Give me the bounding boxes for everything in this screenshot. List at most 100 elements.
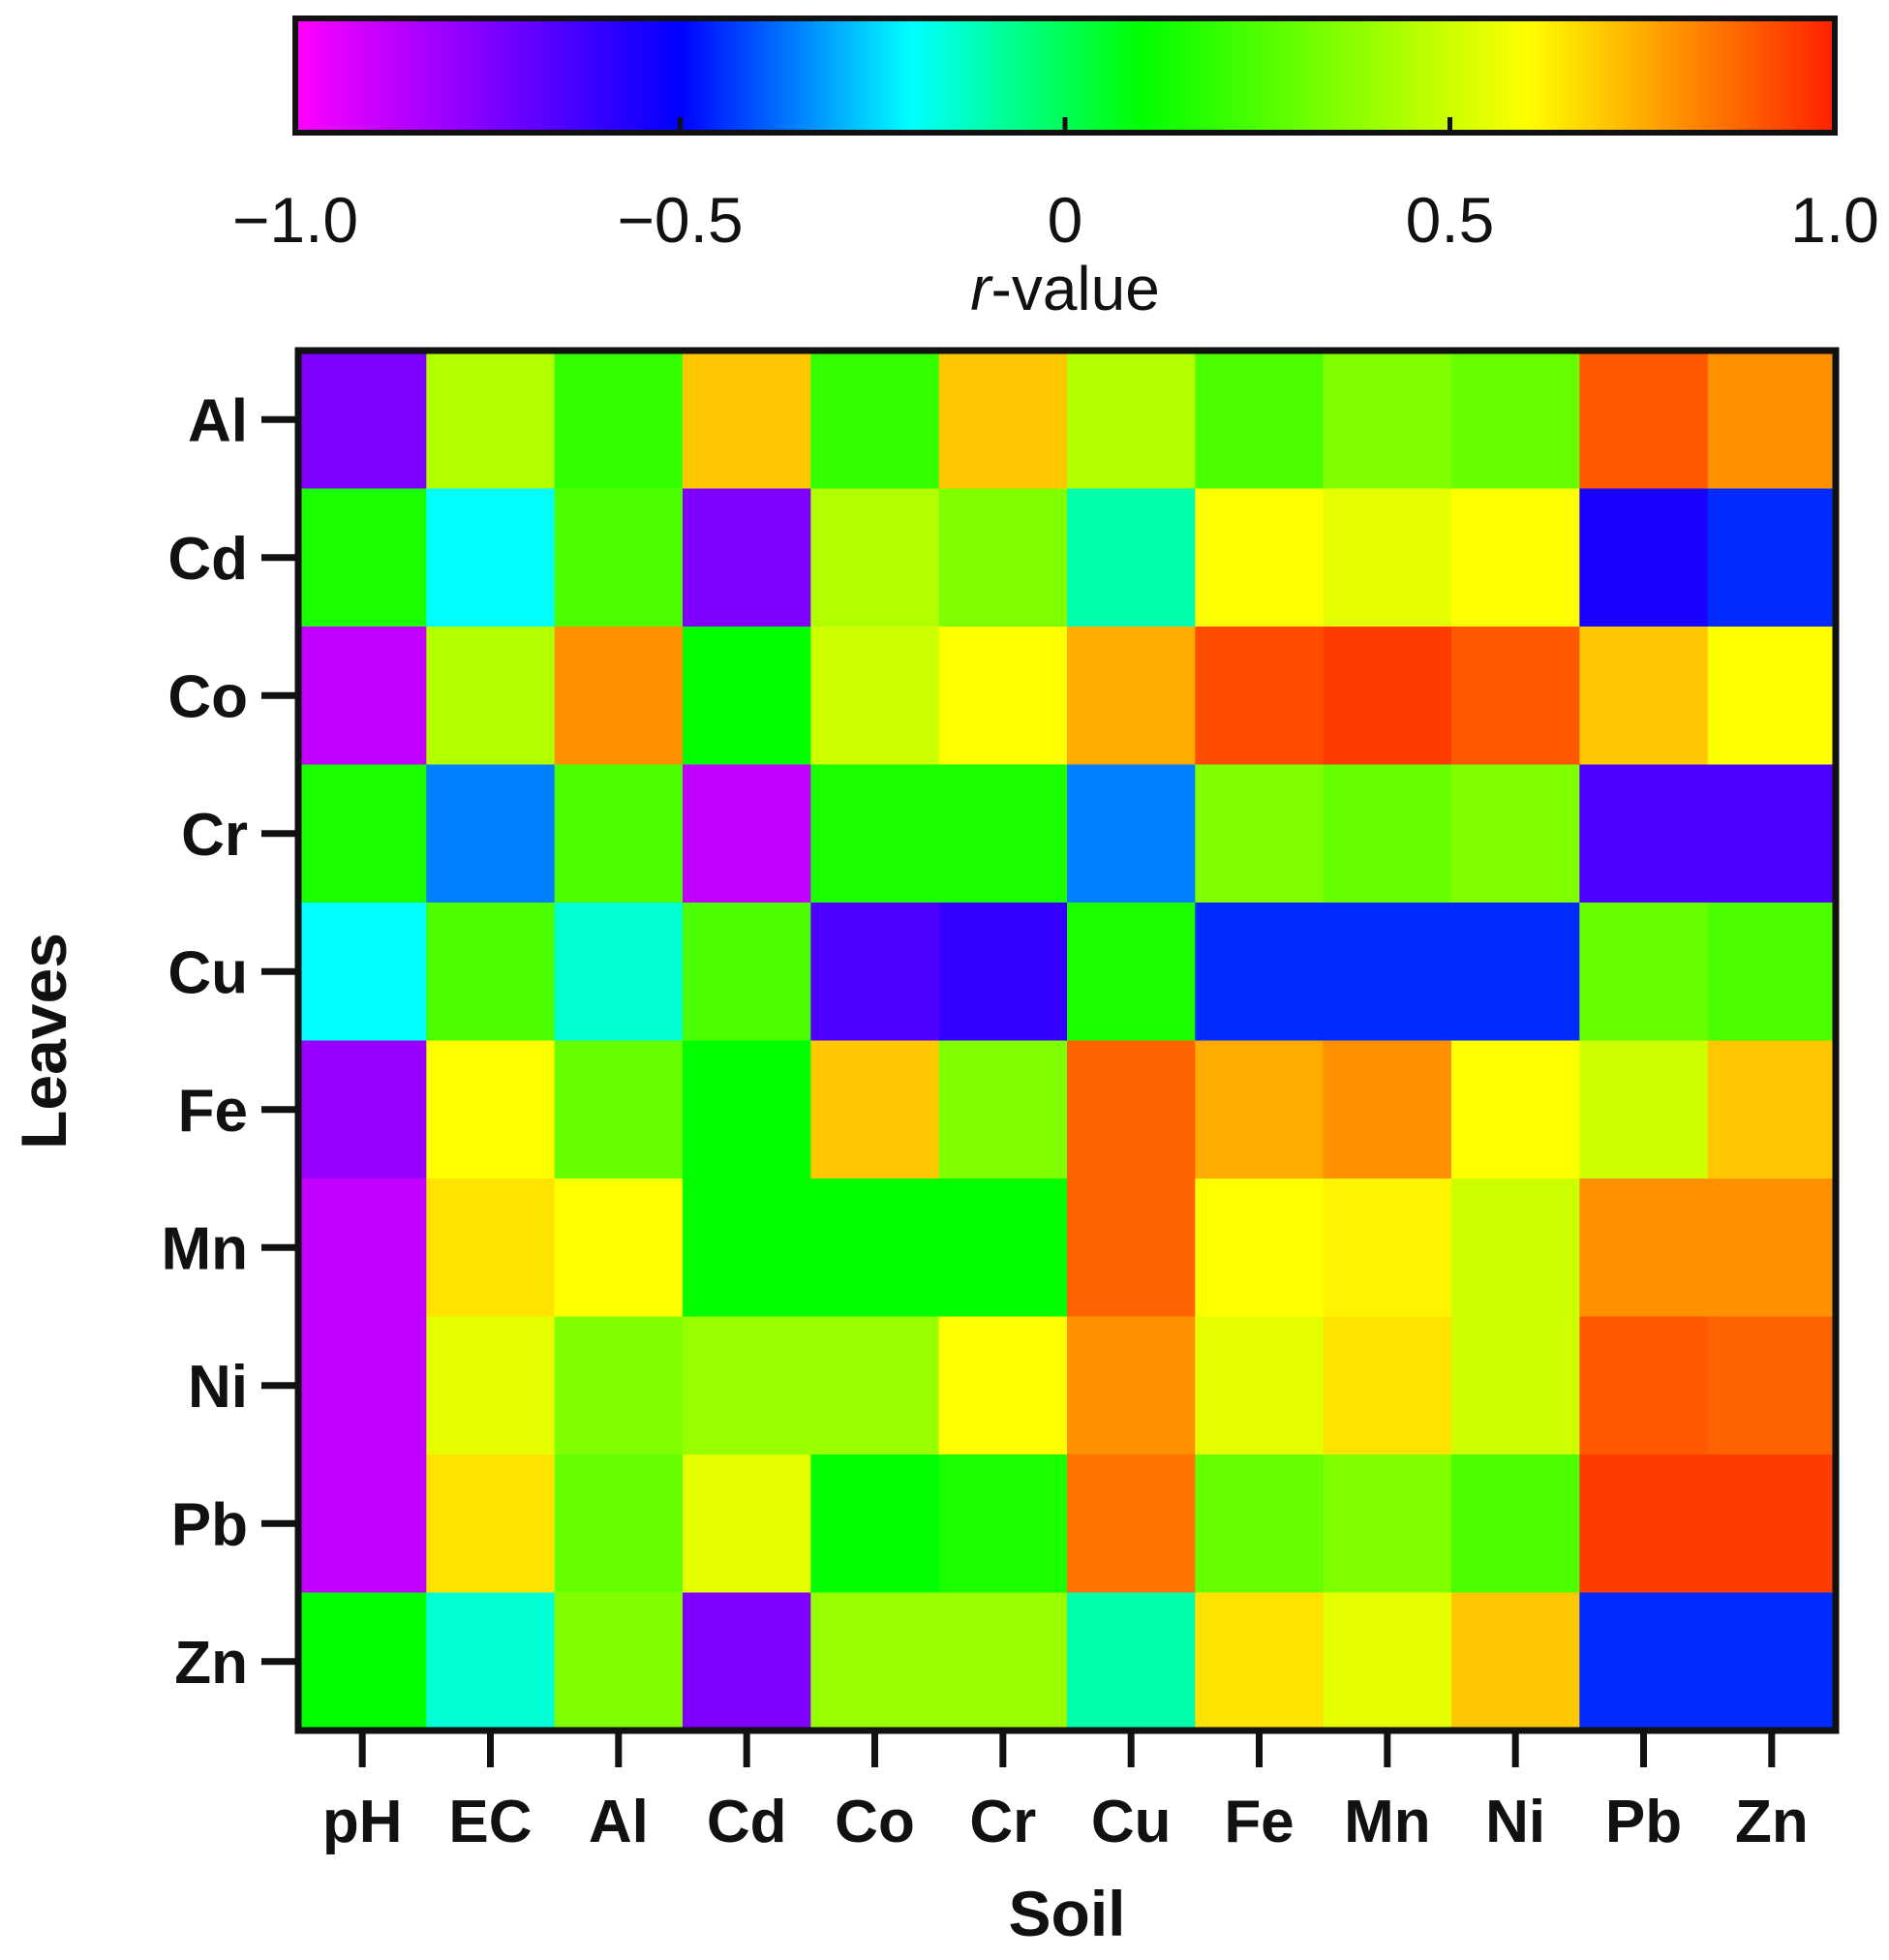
colorbar-tick-label: 0.5 [1406,184,1495,256]
heatmap-cell-ni-ni [1451,1316,1580,1455]
x-tick-label: Pb [1605,1789,1682,1855]
heatmap-cell-ni-cu [1067,1316,1196,1455]
heatmap-cell-fe-cd [683,1040,811,1179]
heatmap-cell-cu-cd [683,903,811,1042]
heatmap-cell-zn-cr [938,1592,1068,1731]
heatmap-cell-ni-cd [683,1316,811,1455]
x-tick-label: pH [322,1789,403,1855]
y-tick-label: Fe [178,1078,248,1145]
heatmap-cell-cu-mn [1323,903,1452,1042]
heatmap-cell-cd-cu [1067,488,1196,628]
heatmap-cell-mn-al [554,1179,684,1318]
heatmap-cell-mn-ph [298,1179,427,1318]
heatmap-cell-mn-ec [426,1179,556,1318]
heatmap-cell-ni-mn [1323,1316,1452,1455]
colorbar-tick-label: −0.5 [617,184,743,256]
y-tick-label: Pb [171,1491,248,1558]
heatmap-cell-al-co [810,351,940,490]
heatmap-cell-zn-cu [1067,1592,1196,1731]
heatmap-cell-mn-cr [938,1179,1068,1318]
heatmap-cell-cr-pb [1579,764,1709,903]
heatmap-cell-fe-ec [426,1040,556,1179]
heatmap-cell-zn-fe [1195,1592,1325,1731]
heatmap-cell-co-fe [1195,627,1325,766]
heatmap-cell-mn-zn [1707,1179,1837,1318]
heatmap-cell-ni-pb [1579,1316,1709,1455]
heatmap-cell-pb-fe [1195,1455,1325,1594]
heatmap-cell-mn-cd [683,1179,811,1318]
heatmap-cell-fe-al [554,1040,684,1179]
heatmap-cell-cd-ni [1451,488,1580,628]
heatmap-cell-pb-zn [1707,1455,1837,1594]
heatmap-cell-cd-ph [298,488,427,628]
heatmap-cell-cr-cr [938,764,1068,903]
heatmap-cell-al-ph [298,351,427,490]
heatmap-cell-mn-co [810,1179,940,1318]
y-axis-title: Leaves [8,933,79,1149]
heatmap-cell-co-co [810,627,940,766]
heatmap-cell-cu-cu [1067,903,1196,1042]
heatmap-cell-co-ph [298,627,427,766]
heatmap-cell-cr-ph [298,764,427,903]
heatmap-cell-fe-fe [1195,1040,1325,1179]
heatmap-cell-zn-cd [683,1592,811,1731]
colorbar-gradient [292,15,1838,136]
x-tick-label: Ni [1485,1789,1545,1855]
heatmap-cell-ni-ph [298,1316,427,1455]
y-tick-label: Al [188,387,248,454]
heatmap-cell-mn-ni [1451,1179,1580,1318]
heatmap-cell-zn-co [810,1592,940,1731]
x-tick-label: Cu [1091,1789,1172,1855]
heatmap-cell-cr-zn [1707,764,1837,903]
heatmap-cell-cu-ec [426,903,556,1042]
heatmap-cell-al-mn [1323,351,1452,490]
heatmap-cell-cr-co [810,764,940,903]
heatmap-cell-pb-cd [683,1455,811,1594]
heatmap-cell-cu-fe [1195,903,1325,1042]
heatmap-cell-mn-mn [1323,1179,1452,1318]
y-tick-label: Cr [181,802,248,869]
heatmap-cell-cu-zn [1707,903,1837,1042]
heatmap-cell-cd-cd [683,488,811,628]
colorbar-tick-label: 1.0 [1790,184,1879,256]
heatmap-cell-cr-mn [1323,764,1452,903]
y-tick-label: Mn [161,1215,248,1282]
colorbar-tick-label: 0 [1048,184,1083,256]
heatmap-cell-zn-al [554,1592,684,1731]
heatmap-cell-cu-co [810,903,940,1042]
heatmap-cell-al-ni [1451,351,1580,490]
heatmap-cell-fe-cr [938,1040,1068,1179]
colorbar-ticks: −1.0 −0.5 0 0.5 1.0 [232,117,1879,256]
x-axis: pH EC Al Cd Co Cr Cu Fe Mn Ni Pb Zn [322,1730,1809,1855]
heatmap-cell-pb-pb [1579,1455,1709,1594]
y-tick-label: Ni [188,1354,248,1421]
heatmap-cell-cd-ec [426,488,556,628]
x-axis-title: Soil [1008,1878,1125,1949]
heatmap-cell-mn-pb [1579,1179,1709,1318]
heatmap-cell-cd-al [554,488,684,628]
colorbar-title: r-value [970,254,1160,323]
heatmap-cell-cu-al [554,903,684,1042]
heatmap-cell-pb-cu [1067,1455,1196,1594]
y-tick-label: Cd [168,526,248,593]
heatmap-cell-cd-pb [1579,488,1709,628]
heatmap-cell-al-fe [1195,351,1325,490]
heatmap-cell-zn-pb [1579,1592,1709,1731]
heatmap-cell-zn-ni [1451,1592,1580,1731]
colorbar-title-r: r [970,254,993,323]
heatmap-cell-ni-ec [426,1316,556,1455]
heatmap-cell-pb-cr [938,1455,1068,1594]
heatmap-cell-pb-co [810,1455,940,1594]
heatmap-cell-cu-ph [298,903,427,1042]
heatmap-cell-ni-zn [1707,1316,1837,1455]
colorbar-title-rest: -value [991,254,1160,323]
heatmap-cell-fe-ph [298,1040,427,1179]
heatmap-cells [298,351,1837,1731]
x-tick-label: EC [448,1789,532,1855]
heatmap-cell-co-pb [1579,627,1709,766]
heatmap-cell-cd-mn [1323,488,1452,628]
heatmap-cell-mn-cu [1067,1179,1196,1318]
heatmap-cell-al-al [554,351,684,490]
x-tick-label: Cr [969,1789,1036,1855]
